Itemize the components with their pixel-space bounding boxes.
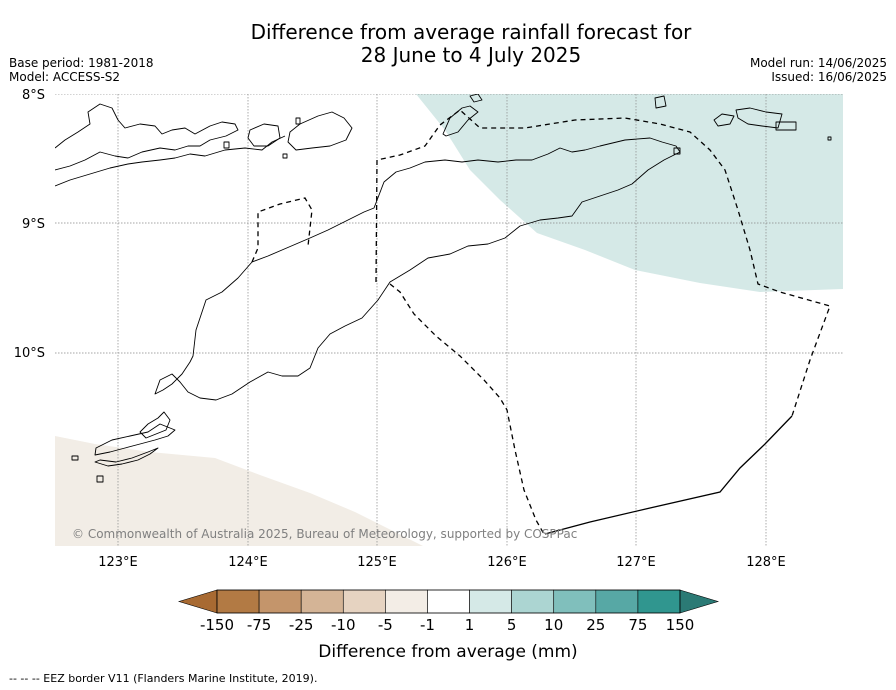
small-island-1 xyxy=(223,141,230,149)
eez-borders xyxy=(251,109,831,537)
map-title-line-1: Difference from average rainfall forecas… xyxy=(250,20,692,44)
colorbar-tick-label: 10 xyxy=(544,616,563,634)
lat-label-10s: 10°S xyxy=(14,346,45,361)
colorbar-tick-label: -150 xyxy=(200,616,234,634)
small-island-5 xyxy=(654,95,667,109)
babar-coastline xyxy=(713,113,735,127)
colorbar-tick-label: 25 xyxy=(586,616,605,634)
copyright-notice: © Commonwealth of Australia 2025, Bureau… xyxy=(72,527,577,541)
longitude-labels: 123°E 124°E 125°E 126°E 127°E 128°E xyxy=(98,555,786,570)
small-island-7 xyxy=(827,136,832,141)
issued-label: Issued: 16/06/2025 xyxy=(771,70,887,84)
eez-footnote: -- -- -- EEZ border V11 (Flanders Marine… xyxy=(9,672,318,685)
colorbar-tick-label: -25 xyxy=(289,616,314,634)
colorbar-cell xyxy=(553,589,597,614)
sumba-south-coastline xyxy=(94,447,159,467)
colorbar-tick-label: 1 xyxy=(465,616,475,634)
colorbar-cell xyxy=(216,589,260,614)
colorbar-cell xyxy=(511,589,555,614)
small-island-3 xyxy=(295,117,301,125)
base-period-label: Base period: 1981-2018 xyxy=(9,56,154,70)
colorbar-tick-label: -10 xyxy=(331,616,356,634)
model-run-label: Model run: 14/06/2025 xyxy=(749,56,887,70)
colorbar-cell xyxy=(427,589,470,614)
colorbar-tick-labels: -150 -75 -25 -10 -5 -1 1 5 10 25 75 150 xyxy=(200,616,694,634)
lon-label-124e: 124°E xyxy=(228,555,268,570)
graticule xyxy=(55,94,843,546)
colorbar-high-extension xyxy=(679,589,720,614)
colorbar-cell xyxy=(258,589,302,614)
colorbar-cell xyxy=(342,589,386,614)
lon-label-128e: 128°E xyxy=(746,555,786,570)
eez-border-south xyxy=(389,283,546,537)
colorbar-cell xyxy=(637,589,681,614)
map-title-line-2: 28 June to 4 July 2025 xyxy=(360,43,582,67)
lon-label-123e: 123°E xyxy=(98,555,138,570)
map-area: © Commonwealth of Australia 2025, Bureau… xyxy=(55,94,843,546)
wetter-than-average-region xyxy=(416,94,843,292)
model-label: Model: ACCESS-S2 xyxy=(9,70,121,84)
eez-border-north xyxy=(375,109,831,417)
colorbar-tick-label: 150 xyxy=(666,616,695,634)
colorbar-cell xyxy=(595,589,639,614)
lon-label-126e: 126°E xyxy=(487,555,527,570)
colorbar-tick-label: 75 xyxy=(628,616,647,634)
latitude-labels: 8°S 9°S 10°S xyxy=(14,88,45,361)
lat-label-9s: 9°S xyxy=(22,217,45,232)
tanimbar-coastline xyxy=(735,107,783,129)
timor-coastline xyxy=(154,137,681,401)
small-island-4 xyxy=(469,94,483,103)
lon-label-127e: 127°E xyxy=(616,555,656,570)
small-island-9 xyxy=(96,475,104,483)
colorbar-tick-label: 5 xyxy=(507,616,517,634)
colorbar-title: Difference from average (mm) xyxy=(318,642,577,662)
wetar-coastline xyxy=(442,105,479,137)
eez-border-solid xyxy=(544,415,793,535)
roti-coastline xyxy=(139,411,171,439)
small-island-8 xyxy=(673,147,681,155)
colorbar: -150 -75 -25 -10 -5 -1 1 5 10 25 75 150 Difference … xyxy=(177,589,720,662)
colorbar-low-extension xyxy=(177,589,218,614)
small-island-2 xyxy=(282,153,288,159)
colorbar-frame xyxy=(216,589,681,614)
colorbar-cells xyxy=(216,589,681,614)
colorbar-tick-label: -1 xyxy=(420,616,435,634)
small-island-6 xyxy=(775,121,797,131)
eez-border-inner xyxy=(251,197,313,263)
sawu-coastline xyxy=(71,455,79,461)
lat-label-8s: 8°S xyxy=(22,88,45,103)
coastlines xyxy=(55,94,832,483)
colorbar-tick-label: -5 xyxy=(378,616,393,634)
lon-label-125e: 125°E xyxy=(357,555,397,570)
colorbar-tick-label: -75 xyxy=(247,616,272,634)
colorbar-cell xyxy=(469,589,512,614)
pantar-coastline xyxy=(247,123,281,147)
alor-coastline xyxy=(287,111,353,151)
colorbar-cell xyxy=(300,589,344,614)
colorbar-cell xyxy=(385,589,428,614)
flores-south-coastline xyxy=(55,135,286,187)
drier-than-average-region xyxy=(55,436,423,546)
sumba-east-coastline xyxy=(94,423,176,456)
flores-coastline xyxy=(55,103,239,171)
